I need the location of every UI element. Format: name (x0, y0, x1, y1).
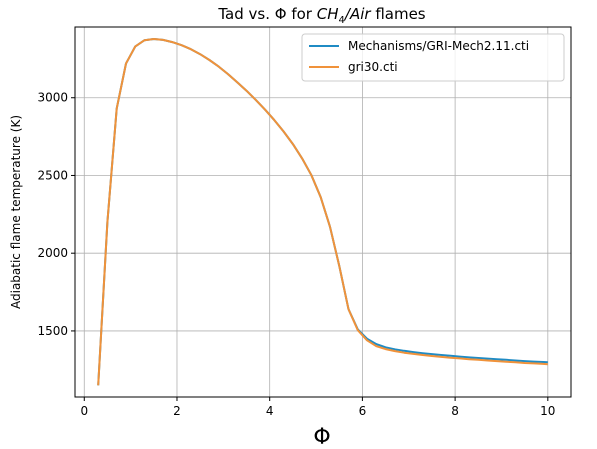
y-tick-label: 2500 (37, 168, 68, 182)
y-tick-label: 3000 (37, 91, 68, 105)
y-tick-label: 2000 (37, 246, 68, 260)
x-tick-label: 0 (80, 404, 88, 418)
x-tick-label: 10 (540, 404, 555, 418)
legend: Mechanisms/GRI-Mech2.11.cti gri30.cti (301, 33, 565, 82)
grid (75, 27, 571, 397)
series-line-1 (97, 38, 548, 386)
chart-title: Tad vs. Φ for CH4/Air flames (217, 5, 425, 26)
legend-label-gri-mech211: Mechanisms/GRI-Mech2.11.cti (348, 39, 529, 53)
x-tick-label: 6 (359, 404, 367, 418)
x-tick-label: 8 (451, 404, 459, 418)
legend-box (301, 33, 565, 82)
x-axis: 0 2 4 6 8 10 (80, 397, 555, 418)
plot-frame (74, 26, 572, 398)
y-tick-label: 1500 (37, 324, 68, 338)
legend-label-gri30: gri30.cti (348, 60, 398, 74)
x-axis-label: Φ (313, 425, 330, 449)
y-axis: 1500 2000 2500 3000 (37, 91, 75, 338)
x-tick-label: 2 (173, 404, 181, 418)
x-tick-label: 4 (266, 404, 274, 418)
series-layer (97, 38, 548, 386)
y-axis-label: Adiabatic flame temperature (K) (9, 115, 23, 309)
